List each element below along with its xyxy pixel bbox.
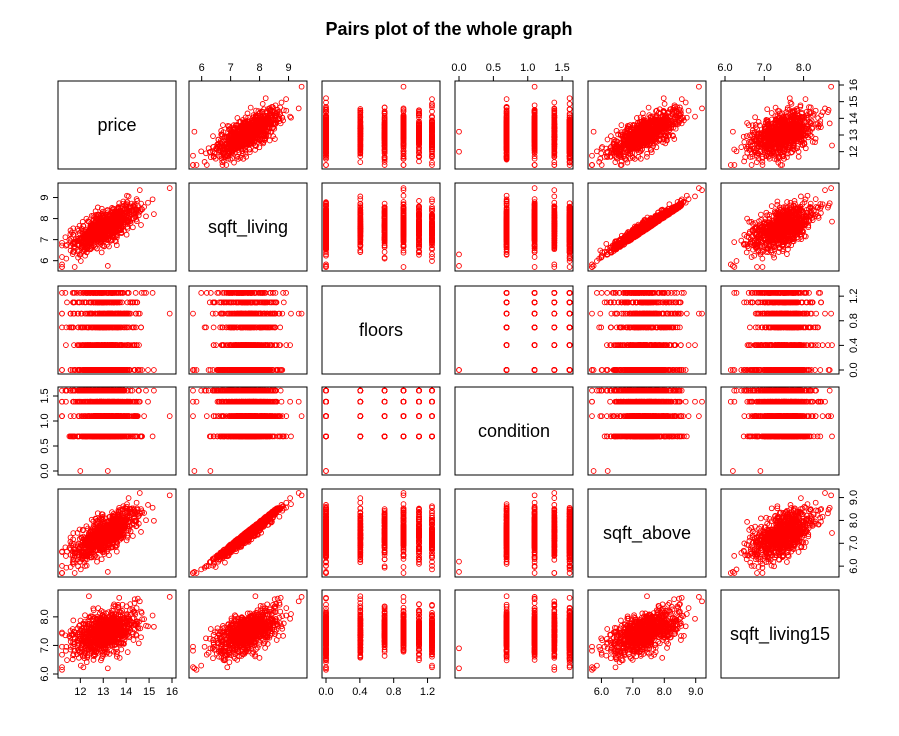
data-point [430,97,435,102]
data-point [324,163,329,168]
data-point [299,84,304,89]
data-point [248,105,253,110]
data-point [552,163,557,168]
data-point [221,123,226,128]
data-point [232,160,237,165]
data-point [263,96,268,101]
data-point [194,163,199,168]
panel-price-vs-floors [322,81,440,169]
panel-price-vs-condition [455,81,573,169]
data-point [279,100,284,105]
data-point [296,106,301,111]
data-point [199,149,204,154]
panel-grid: pricesqft_livingfloorsconditionsqft_abov… [39,62,860,698]
data-point [401,163,406,168]
diagonal-label: price [97,115,136,135]
data-point [532,84,537,89]
data-point [211,134,216,139]
data-point [401,84,406,89]
data-point [284,97,289,102]
panel-price-vs-sqft_above [588,81,706,169]
data-point [235,116,240,121]
panel-price-vs-price: price [58,81,176,169]
data-point [191,153,196,158]
panel-frame [322,81,440,169]
data-point [567,102,572,107]
data-point [532,103,537,108]
data-point [567,96,572,101]
data-point [358,160,363,165]
data-point [260,102,265,107]
data-point [532,163,537,168]
data-point [457,129,462,134]
data-point [504,97,509,102]
data-point [457,149,462,154]
data-point [552,100,557,105]
data-point [192,129,197,134]
chart-title: Pairs plot of the whole graph [325,19,572,39]
panel-price-vs-sqft_living [189,81,307,169]
